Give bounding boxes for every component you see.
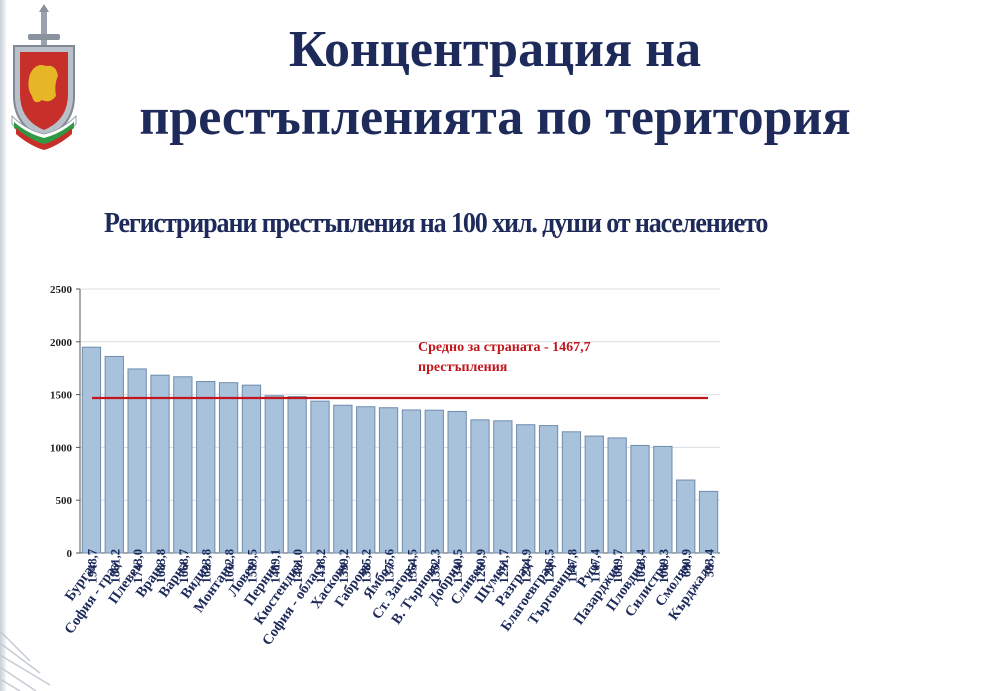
average-label-line1: Средно за страната - 1467,7 bbox=[418, 340, 591, 355]
bar-value-label: 1352,3 bbox=[428, 549, 442, 583]
bar bbox=[538, 425, 559, 554]
bar bbox=[241, 384, 262, 554]
bar-value-label: 1251,7 bbox=[497, 549, 511, 583]
corner-decoration bbox=[0, 630, 51, 691]
chart-subtitle: Регистрирани престъпления на 100 хил. ду… bbox=[104, 208, 768, 239]
bar-value-label: 1206,5 bbox=[543, 549, 557, 583]
slide-title-line2: престъпленията по територия bbox=[139, 89, 851, 146]
bar-value-label: 1018,4 bbox=[634, 548, 648, 583]
bar bbox=[561, 431, 582, 554]
bar bbox=[264, 395, 284, 554]
bar bbox=[630, 444, 650, 554]
bar bbox=[424, 409, 444, 554]
bar bbox=[356, 406, 376, 554]
bar-value-label: 1589,5 bbox=[245, 549, 259, 583]
bar-value-label: 1009,3 bbox=[657, 549, 671, 583]
bar-value-label: 1668,7 bbox=[177, 549, 191, 583]
bar bbox=[470, 419, 490, 554]
bar-value-label: 1089,7 bbox=[611, 549, 625, 583]
y-tick-label: 0 bbox=[67, 548, 73, 560]
bar bbox=[218, 382, 239, 554]
slide-title-line1: Концентрация на bbox=[288, 21, 702, 78]
bar bbox=[333, 404, 353, 554]
bar-value-label: 1438,2 bbox=[314, 549, 328, 583]
bar-value-label: 1260,9 bbox=[474, 549, 488, 583]
bar-value-label: 1481,0 bbox=[291, 549, 305, 583]
bar-value-label: 1743,0 bbox=[131, 549, 145, 583]
bar-value-label: 1375,6 bbox=[383, 549, 397, 583]
bar bbox=[196, 381, 216, 554]
bar-value-label: 1612,8 bbox=[223, 549, 237, 583]
y-tick-label: 2000 bbox=[50, 337, 73, 349]
bar bbox=[150, 374, 170, 554]
y-tick-label: 1500 bbox=[50, 390, 73, 402]
bar bbox=[287, 396, 307, 554]
bar-value-label: 690,9 bbox=[680, 549, 694, 577]
average-label-line2: престъпления bbox=[418, 360, 508, 375]
bar bbox=[516, 424, 536, 554]
bar-value-label: 1147,8 bbox=[565, 549, 579, 583]
bar bbox=[698, 490, 719, 554]
bar-value-label: 1861,2 bbox=[108, 549, 122, 583]
bar bbox=[607, 437, 627, 554]
y-tick-label: 1000 bbox=[50, 442, 73, 454]
bar bbox=[81, 346, 102, 554]
ministry-emblem-icon bbox=[11, 4, 77, 150]
bar bbox=[653, 445, 673, 554]
bar-value-label: 1354,5 bbox=[405, 549, 419, 583]
y-tick-label: 2500 bbox=[50, 284, 73, 296]
bar-value-label: 1214,9 bbox=[520, 549, 534, 583]
bar bbox=[447, 410, 467, 554]
bar-value-label: 1489,1 bbox=[268, 549, 282, 583]
bar bbox=[104, 355, 124, 554]
bar bbox=[310, 400, 330, 554]
slide-left-edge bbox=[0, 0, 6, 691]
bar-value-label: 1623,8 bbox=[200, 549, 214, 583]
bar-value-label: 1385,2 bbox=[360, 549, 374, 583]
bar-value-label: 1340,5 bbox=[451, 549, 465, 583]
bar bbox=[378, 407, 399, 554]
bar bbox=[173, 376, 193, 554]
bar-value-label: 1948,7 bbox=[85, 549, 99, 583]
bar bbox=[127, 368, 147, 554]
bar bbox=[584, 435, 604, 554]
bar bbox=[401, 409, 422, 554]
y-tick-label: 500 bbox=[56, 495, 73, 507]
bar-value-label: 583,4 bbox=[703, 548, 717, 577]
bar bbox=[676, 479, 696, 554]
bar-value-label: 1107,4 bbox=[588, 548, 602, 582]
bar-value-label: 1683,8 bbox=[154, 549, 168, 583]
bar bbox=[493, 420, 513, 554]
bar-value-label: 1399,2 bbox=[337, 549, 351, 583]
